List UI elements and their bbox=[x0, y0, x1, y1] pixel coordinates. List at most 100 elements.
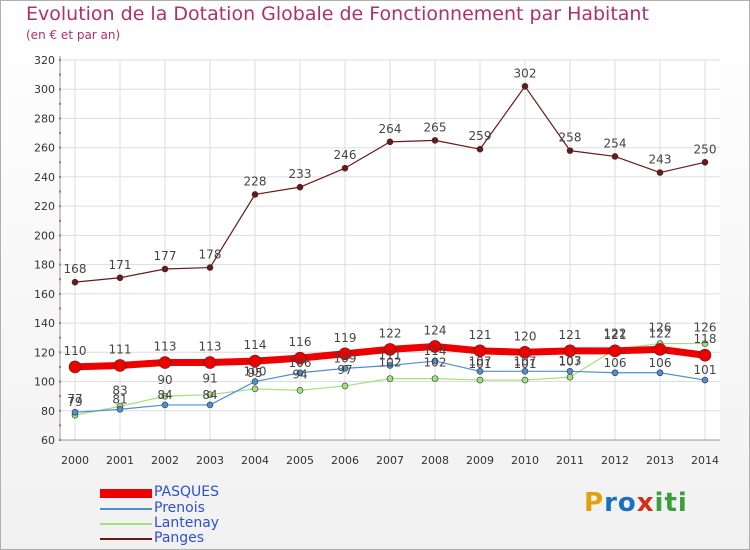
data-point-prenois bbox=[431, 357, 439, 365]
y-tick-label: 240 bbox=[34, 171, 55, 184]
data-point-prenois bbox=[71, 408, 79, 416]
data-label-prenois: 81 bbox=[112, 392, 127, 406]
data-label-panges: 254 bbox=[604, 136, 627, 150]
data-label-panges: 264 bbox=[379, 122, 402, 136]
data-point-pasques bbox=[473, 344, 487, 358]
y-tick-label: 100 bbox=[34, 376, 55, 389]
data-point-panges bbox=[341, 164, 349, 172]
data-label-panges: 259 bbox=[469, 129, 492, 143]
data-point-panges bbox=[521, 83, 529, 90]
data-point-lantenay bbox=[431, 375, 439, 382]
data-point-panges bbox=[386, 138, 394, 146]
data-label-lantenay: 126 bbox=[649, 321, 672, 335]
data-point-lantenay bbox=[521, 376, 529, 384]
x-tick-label: 2010 bbox=[511, 454, 539, 467]
data-label-lantenay: 102 bbox=[424, 356, 447, 370]
data-point-lantenay bbox=[386, 375, 394, 382]
legend-label-prenois: Prenois bbox=[154, 500, 205, 516]
data-point-panges bbox=[161, 265, 169, 273]
data-label-pasques: 113 bbox=[154, 340, 177, 354]
y-tick-label: 280 bbox=[34, 112, 55, 125]
data-label-lantenay: 90 bbox=[157, 373, 172, 387]
y-tick-label: 80 bbox=[41, 405, 55, 418]
x-tick-label: 2007 bbox=[376, 454, 404, 467]
data-point-panges bbox=[206, 264, 214, 271]
data-point-panges bbox=[431, 137, 439, 144]
data-label-lantenay: 101 bbox=[514, 357, 537, 371]
data-point-lantenay bbox=[296, 387, 304, 394]
data-label-lantenay: 77 bbox=[67, 392, 82, 406]
data-label-pasques: 120 bbox=[514, 329, 537, 343]
data-point-pasques bbox=[563, 344, 577, 358]
data-point-prenois bbox=[386, 362, 394, 369]
data-label-lantenay: 126 bbox=[694, 321, 717, 335]
data-label-prenois: 107 bbox=[559, 354, 582, 368]
legend-label-pasques: PASQUES bbox=[154, 484, 220, 500]
x-tick-label: 2005 bbox=[286, 454, 314, 467]
data-point-pasques bbox=[158, 356, 172, 369]
data-label-pasques: 118 bbox=[694, 332, 717, 346]
data-label-panges: 178 bbox=[199, 248, 222, 262]
y-tick-label: 300 bbox=[34, 83, 55, 96]
data-label-lantenay: 97 bbox=[337, 363, 352, 377]
data-point-pasques bbox=[698, 348, 712, 362]
data-label-panges: 228 bbox=[244, 174, 267, 188]
data-label-prenois: 107 bbox=[469, 354, 492, 368]
y-tick-label: 60 bbox=[41, 434, 55, 447]
data-label-lantenay: 95 bbox=[247, 366, 262, 380]
data-point-prenois bbox=[251, 378, 259, 385]
chart-subtitle: (en € et par an) bbox=[26, 28, 121, 42]
x-tick-label: 2004 bbox=[241, 454, 269, 467]
data-label-panges: 258 bbox=[559, 131, 582, 145]
data-point-panges bbox=[476, 145, 484, 153]
data-label-pasques: 121 bbox=[604, 328, 627, 342]
data-point-panges bbox=[701, 159, 709, 166]
y-tick-label: 140 bbox=[34, 317, 55, 330]
data-point-prenois bbox=[476, 368, 484, 375]
data-label-prenois: 109 bbox=[334, 351, 357, 365]
legend-swatch-prenois bbox=[100, 508, 152, 510]
y-tick-label: 120 bbox=[34, 346, 55, 359]
data-point-lantenay bbox=[566, 373, 574, 381]
data-label-prenois: 100 bbox=[244, 365, 267, 379]
data-label-prenois: 101 bbox=[694, 363, 717, 377]
y-tick-label: 200 bbox=[34, 229, 55, 242]
data-label-pasques: 114 bbox=[244, 338, 267, 352]
data-label-lantenay: 91 bbox=[202, 372, 217, 386]
data-label-lantenay: 94 bbox=[292, 367, 307, 381]
data-point-pasques bbox=[203, 356, 217, 369]
data-label-pasques: 113 bbox=[199, 340, 222, 354]
data-point-panges bbox=[656, 169, 664, 176]
data-point-panges bbox=[251, 191, 259, 198]
x-tick-label: 2012 bbox=[601, 454, 629, 467]
x-tick-label: 2001 bbox=[106, 454, 134, 467]
data-label-pasques: 119 bbox=[334, 331, 357, 345]
data-label-prenois: 84 bbox=[157, 388, 172, 402]
x-tick-label: 2000 bbox=[61, 454, 89, 467]
y-tick-label: 160 bbox=[34, 288, 55, 301]
data-label-pasques: 121 bbox=[469, 328, 492, 342]
data-point-pasques bbox=[428, 340, 442, 353]
data-point-panges bbox=[566, 147, 574, 154]
data-label-prenois: 106 bbox=[604, 356, 627, 370]
data-label-panges: 250 bbox=[694, 142, 717, 156]
data-point-pasques bbox=[68, 360, 82, 374]
x-tick-label: 2006 bbox=[331, 454, 359, 467]
data-point-lantenay bbox=[476, 376, 484, 384]
data-point-prenois bbox=[341, 365, 349, 372]
x-tick-label: 2011 bbox=[556, 454, 584, 467]
x-tick-label: 2013 bbox=[646, 454, 674, 467]
proxiti-logo: Proxiti bbox=[584, 488, 688, 518]
data-label-lantenay: 103 bbox=[559, 354, 582, 368]
data-label-pasques: 111 bbox=[109, 342, 132, 356]
data-label-pasques: 116 bbox=[289, 335, 312, 349]
y-tick-label: 180 bbox=[34, 259, 55, 272]
x-tick-label: 2002 bbox=[151, 454, 179, 467]
data-label-pasques: 121 bbox=[559, 328, 582, 342]
data-label-lantenay: 102 bbox=[379, 356, 402, 370]
data-label-pasques: 124 bbox=[424, 323, 447, 337]
data-point-pasques bbox=[653, 343, 667, 356]
legend-swatch-lantenay bbox=[100, 523, 152, 525]
y-tick-label: 320 bbox=[34, 54, 55, 67]
data-point-pasques bbox=[113, 359, 127, 372]
